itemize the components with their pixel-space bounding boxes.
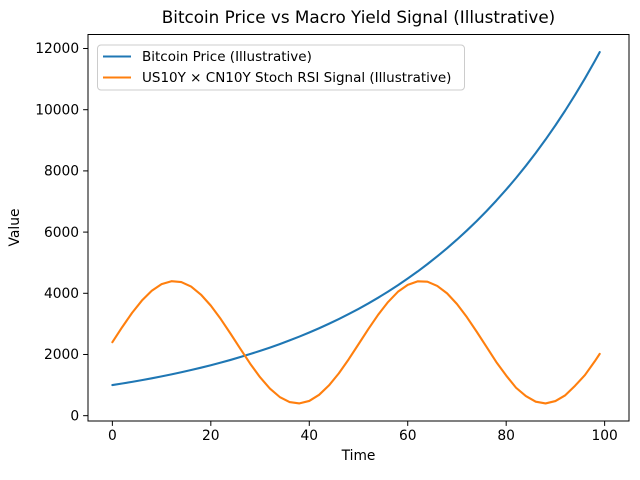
x-tick-label: 80 bbox=[497, 428, 515, 444]
chart-title: Bitcoin Price vs Macro Yield Signal (Ill… bbox=[162, 7, 555, 27]
x-axis-label: Time bbox=[341, 448, 376, 464]
x-tick-label: 100 bbox=[591, 428, 617, 444]
y-tick-label: 12000 bbox=[35, 41, 79, 57]
stoch-rsi-signal-line bbox=[111, 280, 601, 405]
x-tick-label: 20 bbox=[202, 428, 220, 444]
legend-label-signal: US10Y × CN10Y Stoch RSI Signal (Illustra… bbox=[142, 70, 451, 86]
y-axis-ticks: 0 2000 4000 6000 8000 10000 12000 bbox=[35, 41, 88, 424]
y-tick-label: 4000 bbox=[44, 286, 79, 302]
x-axis-ticks: 0 20 40 60 80 100 bbox=[108, 421, 618, 444]
x-tick-label: 0 bbox=[108, 428, 117, 444]
legend-frame bbox=[97, 44, 465, 91]
y-tick-label: 8000 bbox=[44, 164, 79, 180]
legend-label-bitcoin: Bitcoin Price (Illustrative) bbox=[142, 49, 312, 65]
axes-frame bbox=[87, 34, 630, 422]
y-tick-label: 2000 bbox=[44, 347, 79, 363]
bitcoin-price-line bbox=[111, 51, 601, 387]
legend: Bitcoin Price (Illustrative) US10Y × CN1… bbox=[97, 44, 465, 91]
x-tick-label: 40 bbox=[300, 428, 318, 444]
y-tick-label: 0 bbox=[70, 408, 79, 424]
y-tick-label: 6000 bbox=[44, 225, 79, 241]
x-tick-label: 60 bbox=[399, 428, 417, 444]
y-axis-label: Value bbox=[7, 209, 23, 247]
y-tick-label: 10000 bbox=[35, 102, 79, 118]
